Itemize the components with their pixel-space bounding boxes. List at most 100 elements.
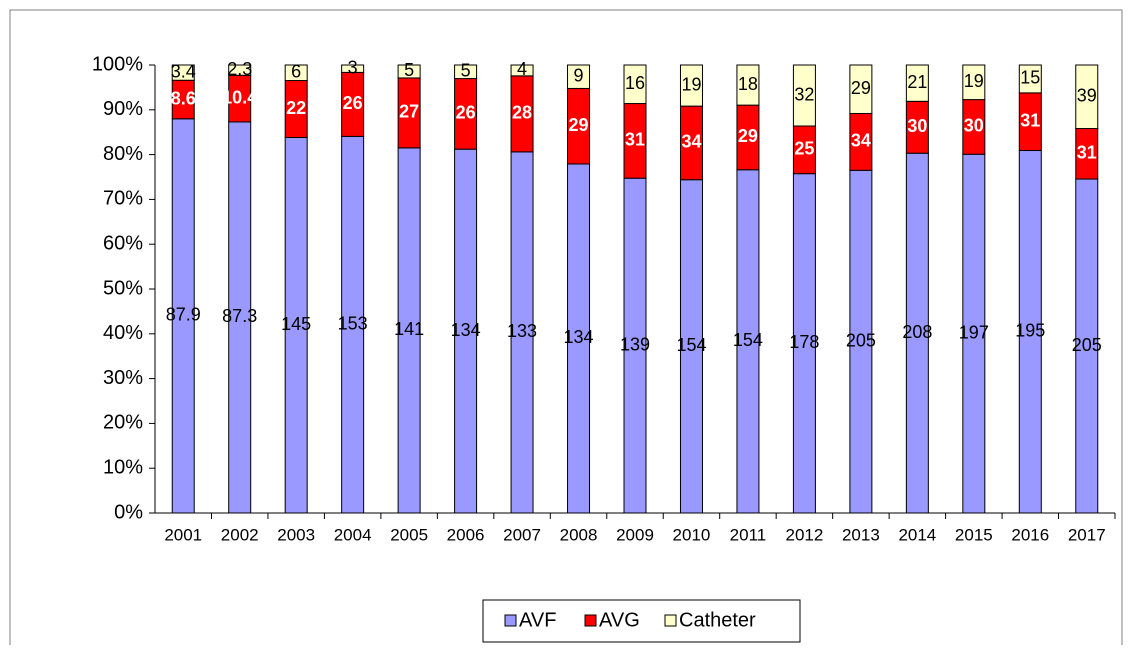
y-tick-label: 0% <box>114 501 143 523</box>
data-label: 134 <box>451 320 481 340</box>
bar-segment <box>397 64 421 79</box>
data-label: 26 <box>343 93 363 113</box>
data-label: 3.4 <box>171 61 196 81</box>
data-label: 133 <box>507 321 537 341</box>
data-label: 30 <box>964 116 984 136</box>
data-label: 2.3 <box>227 59 252 79</box>
y-tick-label: 50% <box>103 277 143 299</box>
bar-segment <box>567 64 591 89</box>
x-tick-label: 2006 <box>447 525 485 544</box>
data-label: 197 <box>959 322 989 342</box>
legend-label: AVG <box>599 609 640 631</box>
data-label: 19 <box>681 74 701 94</box>
data-label: 31 <box>1020 110 1040 130</box>
data-label: 29 <box>569 115 589 135</box>
data-label: 153 <box>338 313 368 333</box>
data-label: 208 <box>902 322 932 342</box>
data-label: 8.6 <box>171 88 196 108</box>
x-tick-label: 2013 <box>842 525 880 544</box>
legend: AVF AVG Catheter <box>482 599 801 643</box>
data-label: 19 <box>964 71 984 91</box>
bar-segment <box>679 64 703 107</box>
data-label: 134 <box>564 327 594 347</box>
y-tick-label: 80% <box>103 143 143 165</box>
data-label: 4 <box>517 59 527 79</box>
data-label: 178 <box>789 332 819 352</box>
y-tick-label: 40% <box>103 322 143 344</box>
x-tick-label: 2003 <box>277 525 315 544</box>
x-tick-label: 2008 <box>560 525 598 544</box>
bar-segment <box>341 64 365 73</box>
legend-label: AVF <box>519 609 556 631</box>
bar-segment <box>510 64 534 77</box>
data-label: 39 <box>1077 86 1097 106</box>
data-label: 154 <box>733 330 763 350</box>
data-label: 27 <box>399 102 419 122</box>
bar-segment <box>171 64 195 81</box>
data-label: 29 <box>738 126 758 146</box>
x-tick-label: 2005 <box>390 525 428 544</box>
data-label: 29 <box>851 78 871 98</box>
x-tick-label: 2014 <box>898 525 936 544</box>
data-label: 9 <box>574 65 584 85</box>
data-label: 154 <box>676 335 706 355</box>
data-label: 26 <box>456 103 476 123</box>
data-label: 15 <box>1020 68 1040 88</box>
bar-segment <box>736 64 760 106</box>
data-label: 5 <box>404 60 414 80</box>
bar-segment <box>962 64 986 101</box>
data-label: 32 <box>794 84 814 104</box>
x-tick-label: 2012 <box>785 525 823 544</box>
y-tick-label: 100% <box>92 53 143 75</box>
data-label: 28 <box>512 103 532 123</box>
legend-label: Catheter <box>679 609 756 631</box>
bar-segment <box>849 64 873 114</box>
data-label: 25 <box>794 139 814 159</box>
data-label: 145 <box>281 314 311 334</box>
data-label: 87.9 <box>166 305 201 325</box>
y-tick-label: 10% <box>103 456 143 478</box>
data-label: 141 <box>394 319 424 339</box>
data-label: 31 <box>1077 143 1097 163</box>
data-label: 22 <box>286 98 306 118</box>
x-tick-label: 2009 <box>616 525 654 544</box>
data-label: 3 <box>348 57 358 77</box>
bar-segment <box>454 64 478 80</box>
data-label: 34 <box>851 131 871 151</box>
bar-segment <box>228 64 252 76</box>
chart-frame <box>9 9 1123 645</box>
data-label: 6 <box>291 62 301 82</box>
legend-swatch <box>584 614 597 627</box>
bar-segment <box>284 64 308 82</box>
legend-swatch <box>664 614 677 627</box>
data-label: 205 <box>846 330 876 350</box>
bar-segment <box>623 64 647 105</box>
x-tick-label: 2007 <box>503 525 541 544</box>
data-label: 21 <box>907 72 927 92</box>
y-tick-label: 90% <box>103 98 143 120</box>
data-label: 195 <box>1015 321 1045 341</box>
legend-swatch <box>504 614 517 627</box>
data-label: 16 <box>625 73 645 93</box>
data-label: 31 <box>625 130 645 150</box>
data-label: 10.4 <box>222 87 257 107</box>
x-tick-label: 2004 <box>334 525 372 544</box>
y-tick-label: 60% <box>103 232 143 254</box>
bar-segment <box>1075 64 1099 130</box>
x-tick-label: 2015 <box>955 525 993 544</box>
data-label: 87.3 <box>222 306 257 326</box>
y-tick-label: 20% <box>103 412 143 434</box>
x-tick-label: 2010 <box>673 525 711 544</box>
data-label: 34 <box>681 132 701 152</box>
bar-segment <box>792 64 816 127</box>
data-label: 5 <box>461 61 471 81</box>
x-tick-label: 2011 <box>730 525 767 544</box>
y-tick-label: 70% <box>103 188 143 210</box>
y-tick-label: 30% <box>103 367 143 389</box>
x-tick-label: 2017 <box>1068 525 1106 544</box>
x-tick-label: 2002 <box>221 525 259 544</box>
data-label: 205 <box>1072 335 1102 355</box>
bar-segment <box>1018 64 1042 94</box>
